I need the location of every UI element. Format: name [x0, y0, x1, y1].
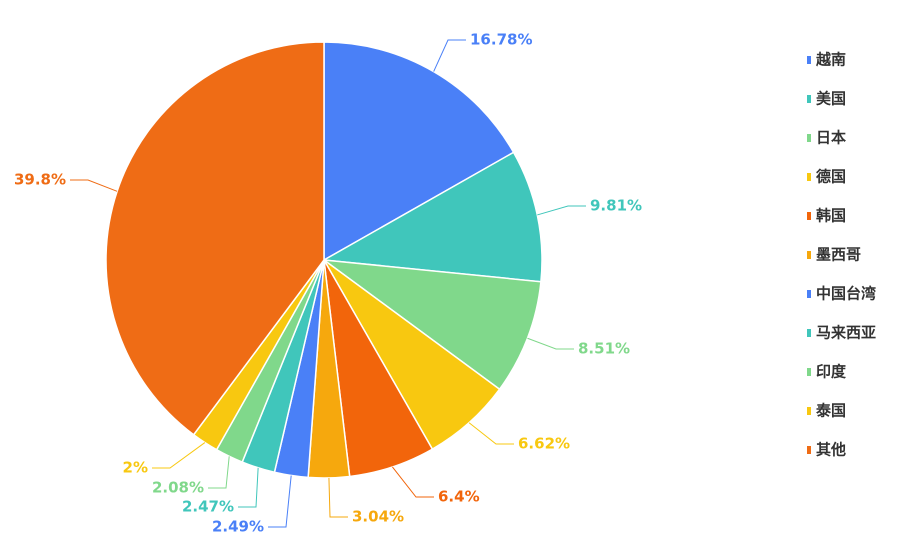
- legend-swatch: [807, 56, 811, 64]
- leader-line: [433, 39, 466, 72]
- legend-label: 中国台湾: [816, 285, 876, 303]
- legend-label: 其他: [816, 441, 846, 459]
- leader-line: [328, 477, 348, 518]
- legend-swatch: [807, 212, 811, 220]
- legend-label: 印度: [816, 363, 847, 381]
- data-label: 8.51%: [578, 340, 630, 358]
- legend-label: 美国: [816, 90, 846, 108]
- leader-line: [468, 422, 514, 445]
- legend-label: 韩国: [816, 207, 846, 225]
- data-label: 16.78%: [470, 31, 532, 49]
- data-label: 6.4%: [438, 488, 480, 506]
- pie-slice: [321, 151, 543, 283]
- legend-swatch: [807, 173, 811, 181]
- data-label: 6.62%: [518, 435, 570, 453]
- legend-label: 马来西亚: [816, 324, 876, 342]
- pie-slice: [105, 41, 325, 436]
- data-label: 9.81%: [590, 197, 642, 215]
- data-label: 39.8%: [14, 171, 66, 189]
- legend-swatch: [807, 290, 811, 298]
- legend-swatch: [807, 95, 811, 103]
- leader-line: [238, 467, 259, 508]
- data-label: 2.47%: [182, 498, 234, 516]
- legend-swatch: [807, 251, 811, 259]
- pie-slice: [323, 41, 515, 262]
- legend-label: 德国: [816, 168, 846, 186]
- data-label: 2%: [123, 459, 148, 477]
- legend-label: 越南: [815, 51, 846, 69]
- legend-swatch: [807, 329, 811, 337]
- legend-swatch: [807, 368, 811, 376]
- legend-swatch: [807, 134, 811, 142]
- data-label: 2.49%: [212, 518, 264, 536]
- leader-line: [392, 466, 434, 498]
- legend-label: 日本: [816, 129, 846, 147]
- leader-line: [268, 475, 292, 528]
- leader-line: [152, 442, 206, 469]
- data-label: 3.04%: [352, 508, 404, 526]
- leader-line: [527, 337, 574, 350]
- legend-swatch: [807, 407, 811, 415]
- legend-swatch: [807, 446, 811, 454]
- leader-line: [208, 456, 230, 489]
- legend-label: 墨西哥: [816, 246, 861, 264]
- data-label: 2.08%: [152, 479, 204, 497]
- legend-label: 泰国: [815, 402, 846, 420]
- leader-line: [537, 205, 586, 216]
- leader-line: [70, 179, 118, 192]
